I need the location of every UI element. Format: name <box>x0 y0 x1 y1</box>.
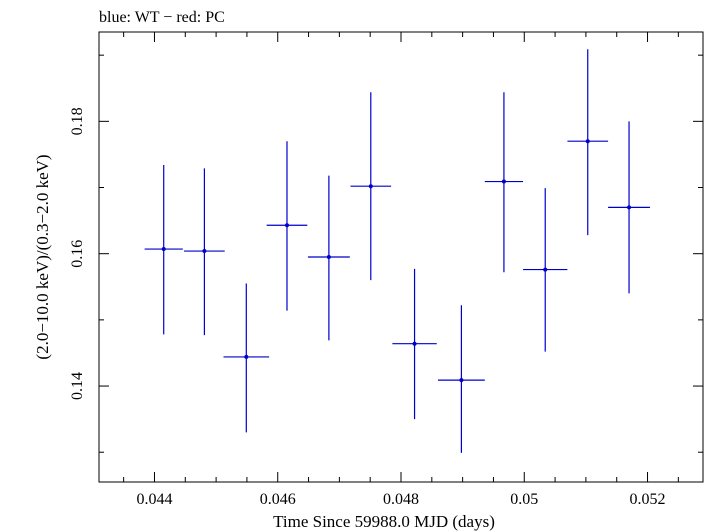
data-point <box>437 305 485 453</box>
data-point <box>608 121 650 294</box>
chart-title: blue: WT − red: PC <box>99 9 225 26</box>
data-marker <box>244 354 249 359</box>
data-marker <box>161 247 166 252</box>
x-tick-label: 0.048 <box>383 491 419 508</box>
data-point <box>184 168 225 336</box>
x-tick-label: 0.052 <box>630 491 666 508</box>
data-marker <box>202 249 207 254</box>
plot-frame <box>98 31 704 483</box>
data-point <box>392 268 437 420</box>
data-marker <box>585 139 590 144</box>
data-point <box>144 165 183 335</box>
data-marker <box>627 205 632 210</box>
y-tick-label: 0.18 <box>69 107 86 135</box>
data-marker <box>284 223 289 228</box>
x-tick-label: 0.05 <box>510 491 538 508</box>
y-tick-label: 0.14 <box>69 372 86 400</box>
x-tick-label: 0.044 <box>136 491 172 508</box>
data-marker <box>459 378 464 383</box>
x-axis-label: Time Since 59988.0 MJD (days) <box>273 512 495 531</box>
data-marker <box>368 184 373 189</box>
data-marker <box>412 341 417 346</box>
data-marker <box>326 255 331 259</box>
data-points <box>144 49 650 453</box>
data-point <box>484 92 524 273</box>
data-marker <box>543 267 548 272</box>
data-point <box>523 188 568 352</box>
data-point <box>567 49 609 236</box>
data-marker <box>501 179 506 184</box>
data-point <box>307 175 350 341</box>
y-axis-ticks: 0.14 0.16 0.18 <box>69 54 703 453</box>
x-axis-ticks: 0.044 0.046 0.048 0.05 0.052 <box>123 32 679 508</box>
data-point <box>223 283 270 433</box>
x-tick-label: 0.046 <box>260 491 296 508</box>
data-point <box>266 141 308 311</box>
data-point <box>350 92 392 281</box>
y-tick-label: 0.16 <box>69 240 86 268</box>
y-axis-label: (2.0−10.0 keV)/(0.3−2.0 keV) <box>33 154 52 359</box>
